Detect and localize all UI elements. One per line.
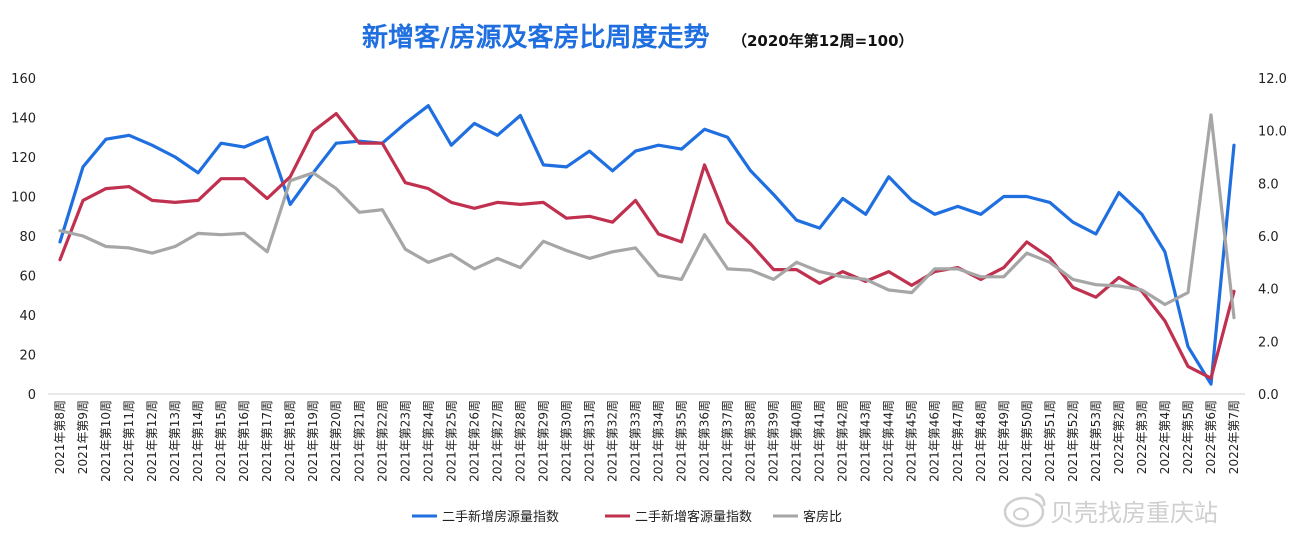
legend-label-2: 客房比 bbox=[803, 509, 842, 525]
x-tick-label: 2021年第29周 bbox=[536, 400, 550, 482]
x-tick-label: 2021年第47周 bbox=[951, 400, 965, 482]
y-left-tick-label: 80 bbox=[19, 230, 36, 245]
x-tick-label: 2021年第16周 bbox=[237, 400, 251, 482]
legend-label-1: 二手新增客源量指数 bbox=[635, 509, 752, 525]
x-tick-label: 2021年第39周 bbox=[767, 400, 781, 482]
x-tick-label: 2021年第52周 bbox=[1066, 400, 1080, 482]
x-tick-label: 2021年第44周 bbox=[882, 400, 896, 482]
x-tick-label: 2021年第13周 bbox=[168, 400, 182, 482]
x-tick-label: 2021年第42周 bbox=[836, 400, 850, 482]
x-tick-label: 2021年第51周 bbox=[1043, 400, 1057, 482]
x-tick-label: 2022年第4周 bbox=[1158, 400, 1172, 474]
x-tick-label: 2021年第50周 bbox=[1020, 400, 1034, 482]
x-tick-label: 2021年第30周 bbox=[559, 400, 573, 482]
x-tick-label: 2021年第14周 bbox=[191, 400, 205, 482]
x-tick-label: 2021年第18周 bbox=[283, 400, 297, 482]
x-tick-label: 2021年第12周 bbox=[145, 400, 159, 482]
x-tick-label: 2021年第45周 bbox=[905, 400, 919, 482]
x-tick-label: 2022年第6周 bbox=[1204, 400, 1218, 474]
y-left-tick-label: 140 bbox=[11, 112, 36, 127]
y-left-tick-label: 160 bbox=[11, 72, 36, 87]
x-tick-label: 2021年第20周 bbox=[329, 400, 343, 482]
x-tick-label: 2021年第10周 bbox=[99, 400, 113, 482]
y-right-tick-label: 10.0 bbox=[1258, 125, 1287, 140]
x-tick-label: 2021年第31周 bbox=[582, 400, 596, 482]
x-tick-label: 2021年第49周 bbox=[997, 400, 1011, 482]
left-y-axis: 0 20 40 60 80 100 120 140 160 bbox=[11, 72, 36, 403]
y-right-tick-label: 12.0 bbox=[1258, 72, 1287, 87]
x-tick-label: 2021年第37周 bbox=[721, 400, 735, 482]
y-right-tick-label: 0.0 bbox=[1258, 388, 1279, 403]
x-tick-label: 2021年第24周 bbox=[421, 400, 435, 482]
x-tick-label: 2021年第34周 bbox=[652, 400, 666, 482]
series-line-2 bbox=[58, 113, 1236, 320]
x-tick-label: 2021年第23周 bbox=[398, 400, 412, 482]
series-line-1 bbox=[58, 111, 1236, 380]
legend: 二手新增房源量指数 二手新增客源量指数 客房比 bbox=[412, 509, 842, 525]
x-tick-label: 2021年第38周 bbox=[744, 400, 758, 482]
right-y-axis: 0.0 2.0 4.0 6.0 8.0 10.0 12.0 bbox=[1258, 72, 1287, 403]
x-tick-label: 2021年第46周 bbox=[928, 400, 942, 482]
watermark-text: 贝壳找房重庆站 bbox=[1050, 499, 1218, 527]
x-tick-label: 2021年第41周 bbox=[813, 400, 827, 482]
y-left-tick-label: 20 bbox=[19, 349, 36, 364]
y-right-tick-label: 4.0 bbox=[1258, 283, 1279, 298]
x-tick-label: 2022年第3周 bbox=[1135, 400, 1149, 474]
y-left-tick-label: 120 bbox=[11, 151, 36, 166]
x-tick-label: 2021年第35周 bbox=[675, 400, 689, 482]
x-tick-label: 2022年第5周 bbox=[1181, 400, 1195, 474]
x-tick-label: 2021年第32周 bbox=[605, 400, 619, 482]
x-tick-label: 2021年第43周 bbox=[859, 400, 873, 482]
x-tick-label: 2021年第48周 bbox=[974, 400, 988, 482]
x-tick-label: 2022年第7周 bbox=[1227, 400, 1241, 474]
x-tick-label: 2021年第36周 bbox=[698, 400, 712, 482]
chart-subtitle: （2020年第12周=100） bbox=[732, 32, 914, 50]
x-tick-label: 2021年第22周 bbox=[375, 400, 389, 482]
x-tick-label: 2021年第26周 bbox=[467, 400, 481, 482]
x-tick-label: 2021年第28周 bbox=[513, 400, 527, 482]
x-tick-label: 2021年第9周 bbox=[76, 400, 90, 474]
x-tick-label: 2021年第33周 bbox=[628, 400, 642, 482]
x-axis-ticks: 2021年第8周 2021年第9周 2021年第10周 2021年第11周 2021年第… bbox=[53, 400, 1241, 482]
y-left-tick-label: 100 bbox=[11, 191, 36, 206]
x-tick-label: 2021年第17周 bbox=[260, 400, 274, 482]
x-tick-label: 2021年第53周 bbox=[1089, 400, 1103, 482]
weibo-logo-icon bbox=[1003, 492, 1046, 528]
x-tick-label: 2021年第25周 bbox=[444, 400, 458, 482]
y-right-tick-label: 6.0 bbox=[1258, 230, 1279, 245]
y-left-tick-label: 0 bbox=[28, 388, 36, 403]
chart-title: 新增客/房源及客房比周度走势 bbox=[362, 22, 710, 53]
series-line-0 bbox=[58, 104, 1236, 386]
x-tick-label: 2022年第2周 bbox=[1112, 400, 1126, 474]
watermark: 贝壳找房重庆站 bbox=[1003, 492, 1218, 528]
y-right-tick-label: 2.0 bbox=[1258, 335, 1279, 350]
x-tick-label: 2021年第21周 bbox=[352, 400, 366, 482]
y-right-tick-label: 8.0 bbox=[1258, 177, 1279, 192]
x-tick-label: 2021年第11周 bbox=[122, 400, 136, 482]
series-lines bbox=[58, 104, 1236, 386]
x-tick-label: 2021年第40周 bbox=[790, 400, 804, 482]
y-left-tick-label: 60 bbox=[19, 270, 36, 285]
legend-label-0: 二手新增房源量指数 bbox=[442, 509, 559, 525]
x-tick-label: 2021年第27周 bbox=[490, 400, 504, 482]
y-left-tick-label: 40 bbox=[19, 309, 36, 324]
x-tick-label: 2021年第8周 bbox=[53, 400, 67, 474]
x-tick-label: 2021年第19周 bbox=[306, 400, 320, 482]
x-tick-label: 2021年第15周 bbox=[214, 400, 228, 482]
